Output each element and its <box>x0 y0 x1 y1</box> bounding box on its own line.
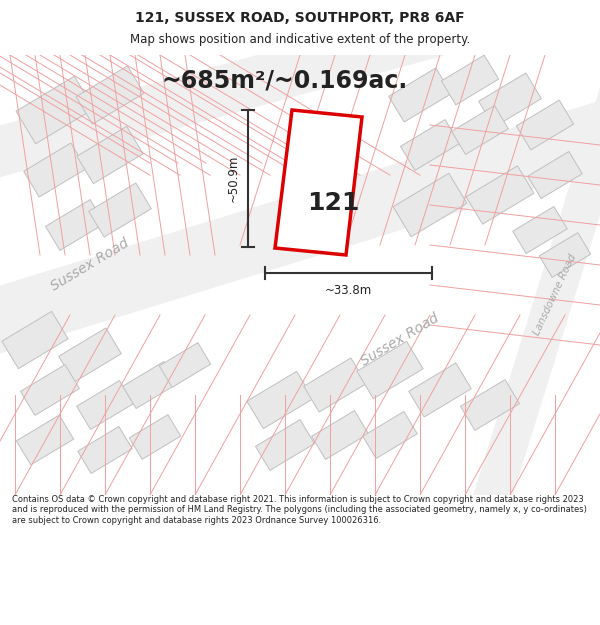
Polygon shape <box>46 199 104 251</box>
Text: ~50.9m: ~50.9m <box>227 155 239 202</box>
Polygon shape <box>275 110 362 255</box>
Text: ~33.8m: ~33.8m <box>325 284 372 298</box>
Text: 121: 121 <box>308 191 360 214</box>
Polygon shape <box>159 342 211 388</box>
Polygon shape <box>528 151 582 199</box>
Polygon shape <box>247 371 313 429</box>
Text: Map shows position and indicative extent of the property.: Map shows position and indicative extent… <box>130 33 470 46</box>
Polygon shape <box>389 68 451 122</box>
Polygon shape <box>256 419 314 471</box>
Text: 121, SUSSEX ROAD, SOUTHPORT, PR8 6AF: 121, SUSSEX ROAD, SOUTHPORT, PR8 6AF <box>135 11 465 25</box>
Polygon shape <box>129 415 181 459</box>
Text: Lansdowne Road: Lansdowne Road <box>532 253 578 338</box>
Text: ~685m²/~0.169ac.: ~685m²/~0.169ac. <box>162 68 408 92</box>
Text: Sussex Road: Sussex Road <box>49 236 131 294</box>
Polygon shape <box>78 426 132 474</box>
Text: Contains OS data © Crown copyright and database right 2021. This information is : Contains OS data © Crown copyright and d… <box>12 495 587 525</box>
Polygon shape <box>466 166 534 224</box>
Polygon shape <box>16 415 74 465</box>
Polygon shape <box>393 173 467 237</box>
Text: Sussex Road: Sussex Road <box>358 311 442 369</box>
Polygon shape <box>77 126 143 184</box>
Polygon shape <box>401 119 460 171</box>
Polygon shape <box>442 55 499 105</box>
Polygon shape <box>76 66 144 124</box>
Polygon shape <box>0 0 600 189</box>
Polygon shape <box>24 143 86 197</box>
Polygon shape <box>363 411 417 459</box>
Polygon shape <box>89 183 151 237</box>
Polygon shape <box>0 79 600 366</box>
Polygon shape <box>357 341 423 399</box>
Polygon shape <box>16 76 94 144</box>
Polygon shape <box>123 361 177 409</box>
Polygon shape <box>452 106 508 154</box>
Polygon shape <box>59 328 121 382</box>
Polygon shape <box>20 364 79 416</box>
Polygon shape <box>311 411 368 459</box>
Polygon shape <box>539 232 591 278</box>
Polygon shape <box>517 100 574 150</box>
Polygon shape <box>2 311 68 369</box>
Polygon shape <box>461 379 520 431</box>
Polygon shape <box>409 363 471 417</box>
Polygon shape <box>77 381 133 429</box>
Polygon shape <box>304 358 366 412</box>
Polygon shape <box>479 73 541 127</box>
Polygon shape <box>472 49 600 511</box>
Polygon shape <box>513 206 567 254</box>
